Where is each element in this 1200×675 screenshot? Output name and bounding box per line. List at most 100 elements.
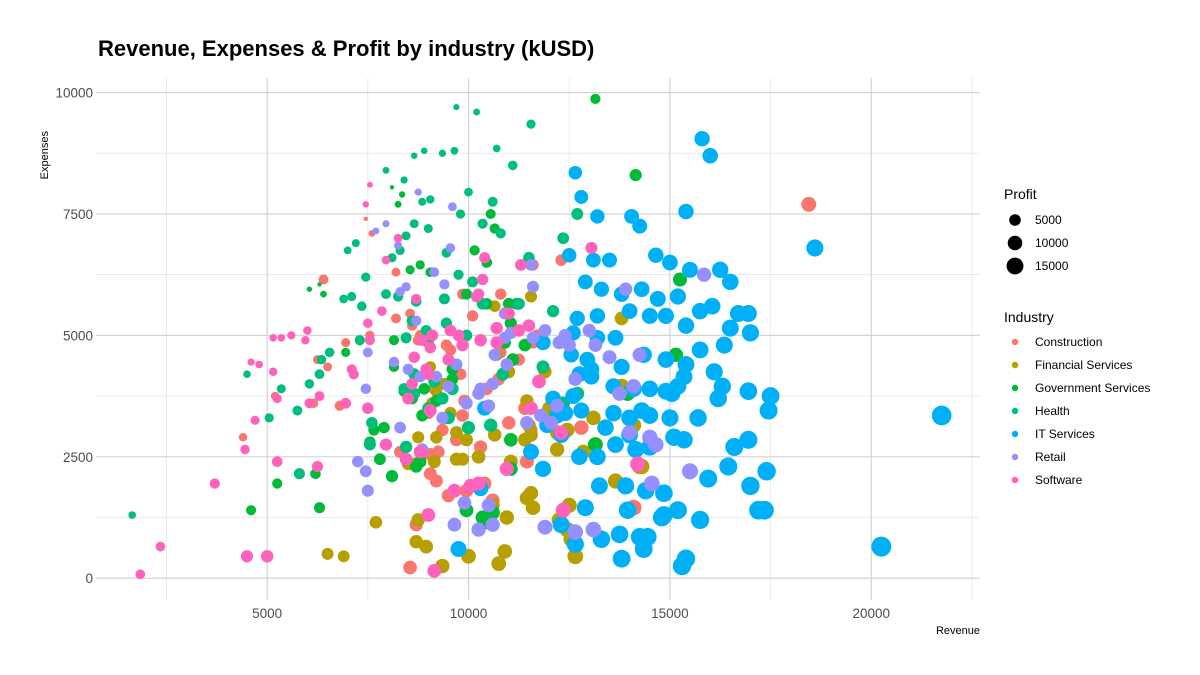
point-software: [422, 368, 435, 381]
point-it-services: [931, 405, 952, 426]
point-construction: [403, 560, 417, 575]
point-health: [438, 293, 450, 305]
point-it-services: [719, 457, 738, 476]
point-it-services: [569, 310, 585, 327]
point-government-services: [461, 288, 472, 300]
point-retail: [388, 356, 400, 368]
point-construction: [495, 288, 507, 300]
point-government-services: [590, 93, 601, 105]
y-tick-label: 10000: [55, 86, 93, 101]
point-government-services: [415, 260, 425, 270]
point-financial-services: [369, 515, 383, 529]
point-health: [409, 219, 419, 229]
point-it-services: [682, 261, 698, 278]
point-government-services: [378, 421, 390, 434]
point-it-services: [725, 437, 744, 457]
point-it-services: [641, 380, 659, 398]
point-retail: [602, 350, 617, 365]
point-construction: [801, 196, 817, 212]
point-health: [264, 413, 274, 423]
point-financial-services: [471, 449, 486, 464]
point-retail: [460, 397, 473, 410]
point-software: [304, 398, 315, 409]
point-retail: [526, 280, 540, 293]
point-retail: [526, 331, 540, 345]
point-financial-services: [430, 431, 443, 444]
industry-legend-key: [1011, 407, 1019, 415]
size-legend-title: Profit: [1004, 186, 1037, 202]
point-financial-services: [427, 455, 441, 469]
point-retail: [562, 338, 576, 352]
point-it-services: [571, 448, 588, 466]
point-retail: [372, 227, 380, 235]
data-points: [128, 93, 952, 580]
point-retail: [411, 315, 422, 326]
point-software: [311, 460, 324, 473]
point-it-services: [691, 341, 709, 359]
point-it-services: [655, 484, 673, 503]
point-government-services: [246, 505, 257, 516]
point-health: [381, 289, 391, 300]
point-software: [522, 319, 536, 332]
point-retail: [362, 347, 373, 358]
point-health: [423, 223, 433, 234]
point-software: [472, 288, 485, 300]
point-health: [546, 304, 560, 318]
point-retail: [481, 498, 496, 513]
point-retail: [401, 282, 411, 292]
point-it-services: [676, 549, 696, 568]
point-it-services: [757, 462, 776, 481]
point-software: [277, 333, 286, 342]
point-it-services: [593, 281, 610, 297]
point-it-services: [590, 209, 605, 224]
point-health: [418, 197, 427, 206]
point-financial-services: [337, 550, 350, 563]
point-retail: [534, 408, 548, 423]
size-legend-key: [1009, 214, 1021, 226]
point-software: [399, 452, 413, 466]
point-it-services: [589, 308, 606, 324]
point-software: [478, 252, 491, 264]
point-it-services: [715, 336, 733, 354]
industry-legend-label: Government Services: [1035, 381, 1150, 395]
point-software: [502, 307, 515, 320]
point-retail: [436, 411, 449, 425]
point-it-services: [633, 402, 651, 419]
x-tick-label: 20000: [852, 606, 890, 621]
point-software: [490, 336, 504, 349]
point-financial-services: [450, 426, 463, 439]
point-retail: [414, 188, 422, 196]
point-it-services: [590, 477, 608, 495]
point-software: [362, 402, 374, 415]
point-software: [554, 425, 569, 440]
point-health: [401, 231, 411, 241]
point-software: [499, 461, 514, 477]
point-software: [424, 341, 437, 354]
point-retail: [643, 475, 660, 492]
point-government-services: [418, 383, 431, 395]
point-it-services: [699, 469, 718, 488]
point-retail: [429, 267, 440, 278]
point-it-services: [597, 419, 614, 436]
point-financial-services: [491, 556, 507, 572]
point-it-services: [663, 385, 681, 403]
point-government-services: [469, 245, 480, 256]
industry-legend-label: Financial Services: [1035, 358, 1132, 372]
point-retail: [585, 521, 602, 538]
point-government-services: [672, 272, 688, 287]
point-government-services: [504, 317, 517, 330]
point-software: [135, 569, 146, 580]
point-retail: [352, 455, 364, 468]
size-legend-key: [1006, 257, 1024, 275]
point-it-services: [589, 448, 606, 466]
point-software: [512, 324, 526, 337]
industry-legend-key: [1011, 430, 1019, 438]
point-retail: [402, 363, 414, 375]
point-health: [453, 269, 464, 280]
point-financial-services: [524, 427, 538, 442]
industry-legend-key: [1011, 476, 1019, 484]
point-it-services: [755, 500, 774, 520]
point-it-services: [694, 131, 710, 147]
point-retail: [359, 465, 372, 478]
